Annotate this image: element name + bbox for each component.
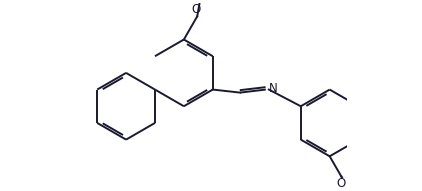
Text: N: N [269, 82, 278, 95]
Text: O: O [191, 3, 200, 16]
Text: O: O [337, 177, 346, 190]
